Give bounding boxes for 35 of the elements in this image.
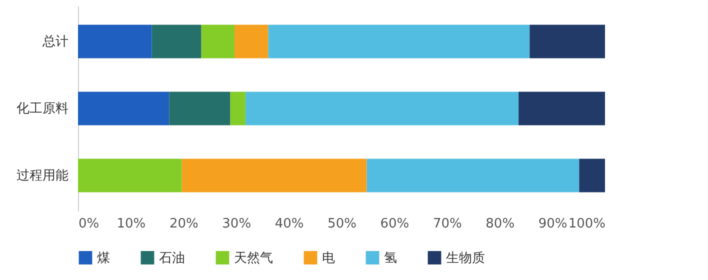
x-tick-label: 100%: [568, 216, 606, 232]
bar: [246, 92, 519, 126]
x-tick-label: 50%: [328, 216, 356, 232]
bar: [78, 158, 182, 192]
x-tick-label: 70%: [432, 216, 462, 232]
bar: [78, 24, 152, 58]
bar: [366, 158, 580, 192]
legend-label: 天然气: [234, 250, 273, 266]
x-tick-label: 90%: [538, 216, 568, 232]
legend-label: 氢: [384, 250, 397, 266]
bar: [78, 92, 170, 126]
bar: [182, 158, 367, 192]
x-tick-label: 30%: [222, 216, 252, 232]
bar: [530, 24, 605, 58]
bar: [234, 24, 268, 58]
legend-label: 石油: [159, 250, 185, 266]
x-tick-label: 0%: [78, 216, 100, 232]
y-tick-label: 过程用能: [16, 168, 68, 184]
bar: [268, 24, 530, 58]
bar: [579, 158, 605, 192]
legend-label: 电: [322, 250, 335, 266]
y-tick-label: 化工原料: [16, 102, 68, 116]
x-tick-label: 60%: [380, 216, 410, 232]
x-tick-label: 40%: [274, 216, 304, 232]
bar: [201, 24, 235, 58]
legend-label: 煤: [97, 250, 110, 266]
y-tick-label: 总计: [42, 34, 68, 50]
x-tick-label: 10%: [116, 216, 146, 232]
legend-label: 生物质: [446, 250, 485, 266]
x-tick-label: 80%: [486, 216, 515, 232]
bar: [518, 92, 605, 126]
bar: [152, 24, 202, 58]
x-tick-label: 20%: [169, 216, 198, 232]
bar: [169, 92, 230, 126]
bar: [230, 92, 246, 126]
